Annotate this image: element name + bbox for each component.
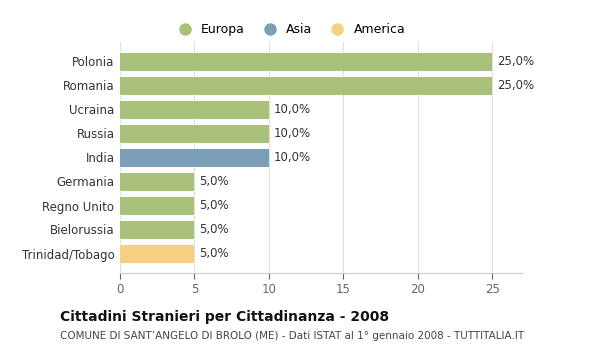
Bar (120, 148, 269, 167)
Bar (120, 52, 492, 70)
Bar (120, 196, 194, 215)
Text: Cittadini Stranieri per Cittadinanza - 2008: Cittadini Stranieri per Cittadinanza - 2… (60, 310, 389, 324)
Text: 5,0%: 5,0% (199, 199, 229, 212)
Bar (120, 220, 194, 238)
Text: 10,0%: 10,0% (274, 151, 310, 164)
Text: 5,0%: 5,0% (199, 175, 229, 188)
Text: 10,0%: 10,0% (274, 127, 310, 140)
Legend: Europa, Asia, America: Europa, Asia, America (167, 18, 410, 41)
Bar (120, 100, 269, 119)
Bar (120, 173, 194, 190)
Text: 5,0%: 5,0% (199, 247, 229, 260)
Text: 10,0%: 10,0% (274, 103, 310, 116)
Text: 5,0%: 5,0% (199, 223, 229, 236)
Bar (120, 245, 194, 262)
Text: 25,0%: 25,0% (497, 55, 534, 68)
Bar (120, 77, 492, 95)
Text: COMUNE DI SANT’ANGELO DI BROLO (ME) - Dati ISTAT al 1° gennaio 2008 - TUTTITALIA: COMUNE DI SANT’ANGELO DI BROLO (ME) - Da… (60, 331, 524, 341)
Text: 25,0%: 25,0% (497, 79, 534, 92)
Bar (120, 125, 269, 142)
